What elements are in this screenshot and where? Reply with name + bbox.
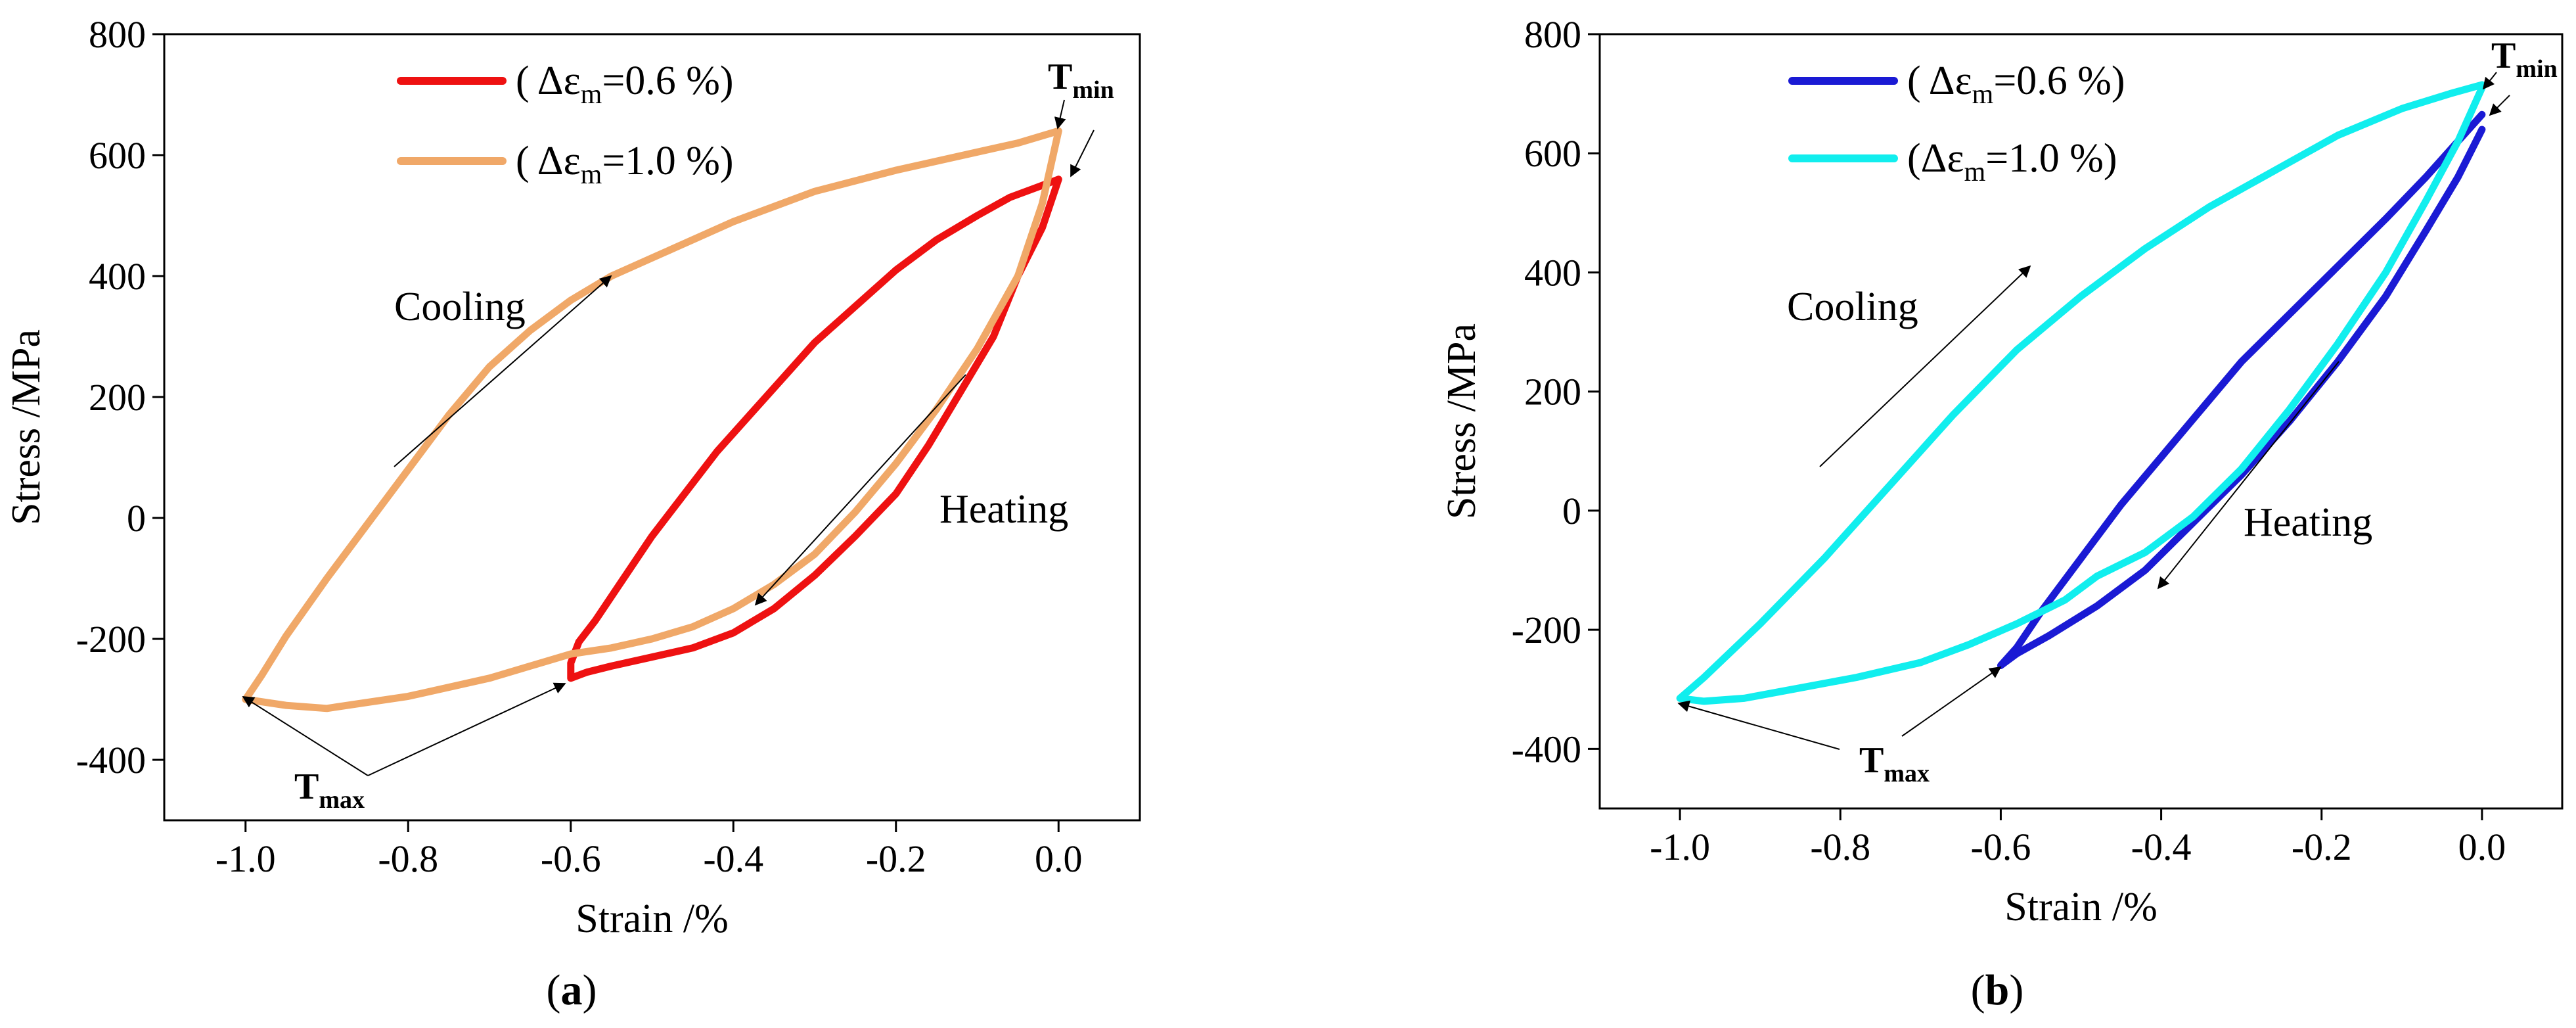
legend-label-0-main: ( Δε [516,58,581,103]
legend-label-1-main: (Δε [1907,136,1964,181]
tmin-label-sub: min [1072,76,1114,104]
legend-label-1-sub: m [1964,157,1986,187]
chart-panel-b: -1.0 -0.8 -0.6 -0.4 -0.2 0.0 -400 -200 0 200 400 60… [1439,13,2564,1014]
cooling-arrow [394,275,612,467]
x-tick-label: -0.2 [2292,826,2352,868]
plot-frame [163,33,1141,822]
x-tick-label: -0.8 [1810,826,1870,868]
x-tick-label: -0.6 [1971,826,2031,868]
panel-label-close: ) [583,966,597,1014]
tmax-label: Tmax [1859,740,1930,787]
x-tick-label: -0.2 [866,837,926,880]
y-tick-label: -200 [76,618,146,661]
cooling-annotation: Cooling [1787,285,1918,329]
legend-label-0-rest: =0.6 %) [602,58,733,103]
legend-label-1-sub: m [581,160,602,190]
tmax-label: Tmax [294,766,365,814]
y-tick-label: 0 [127,497,146,540]
tmax-label-sub: max [1884,760,1930,787]
y-tick-label: 0 [1562,490,1581,532]
tmin-label: Tmin [2491,35,2558,83]
x-tick-label: -0.4 [2131,826,2192,868]
y-tick-label: 400 [89,255,146,298]
tmax-label-main: T [294,766,319,807]
legend-label-1-rest: =1.0 %) [602,139,733,183]
tmax-arrow-1 [1901,666,2002,737]
y-tick-label: -400 [76,739,146,782]
series-line-1 [242,127,1062,713]
x-tick-label: 0.0 [2458,826,2506,868]
series-line-0 [1997,110,2486,669]
legend-label-1-rest: =1.0 %) [1985,136,2117,181]
tmin-label: Tmin [1048,57,1114,104]
legend-label-0-main: ( Δε [1907,58,1972,103]
tmin-label-main: T [2491,35,2516,76]
tmin-arrow-1 [1070,129,1095,177]
legend-label-1: (Δεm=1.0 %) [1907,136,2117,187]
legend-label-0: ( Δεm=0.6 %) [1907,58,2125,110]
legend-label-0-sub: m [581,80,602,110]
heating-annotation: Heating [939,487,1068,532]
legend-label-0: ( Δεm=0.6 %) [516,58,734,110]
panel-label: (b) [1971,966,2024,1014]
tmax-label-main: T [1859,740,1884,781]
heating-annotation: Heating [2244,500,2372,545]
x-axis-title: Strain /% [2004,885,2157,929]
x-tick-label: 0.0 [1035,837,1083,880]
panel-label: (a) [547,966,597,1014]
tmax-arrow-0 [1677,700,1840,750]
legend-label-1-main: ( Δε [516,139,581,183]
chart-panel-a: -1.0 -0.8 -0.6 -0.4 -0.2 0.0 -400 -200 0 200 400 60… [4,13,1141,1014]
x-axis-title: Strain /% [576,897,728,941]
y-tick-label: 200 [89,376,146,419]
tmin-label-main: T [1048,57,1072,97]
tmin-arrow-1 [2489,95,2510,116]
y-axis-title: Stress /MPa [1439,323,1484,519]
x-tick-label: -1.0 [1650,826,1710,868]
tmin-label-sub: min [2516,55,2557,83]
cooling-arrow [1819,265,2031,467]
tmin-arrow-0 [2482,72,2497,90]
panel-label-open: ( [547,966,561,1014]
y-tick-label: 200 [1524,371,1581,413]
series-line-0 [567,175,1062,682]
y-tick-label: 600 [1524,132,1581,175]
y-tick-label: -200 [1512,609,1581,651]
y-tick-label: 400 [1524,251,1581,294]
heating-arrow [754,374,966,606]
y-tick-label: 600 [89,134,146,177]
series-line-1 [1676,81,2486,705]
legend-label-1: ( Δεm=1.0 %) [516,139,734,190]
y-tick-label: 800 [89,13,146,56]
x-tick-label: -0.4 [703,837,763,880]
panel-label-letter: a [561,966,583,1014]
legend-label-0-rest: =0.6 %) [1993,58,2125,103]
y-tick-label: 800 [1524,13,1581,56]
heating-arrow [2157,361,2339,590]
panel-label-open: ( [1971,966,1985,1014]
tmax-arrow-0 [242,696,369,776]
panel-label-letter: b [1985,966,2010,1014]
tmax-arrow-1 [367,682,566,776]
legend-label-0-sub: m [1972,80,1994,110]
x-tick-label: -1.0 [215,837,276,880]
x-tick-label: -0.6 [541,837,601,880]
y-tick-label: -400 [1512,728,1581,770]
y-axis-title: Stress /MPa [4,329,49,525]
tmax-label-sub: max [319,786,365,814]
tmin-arrow-0 [1054,99,1066,129]
panel-label-close: ) [2009,966,2023,1014]
x-tick-label: -0.8 [378,837,438,880]
cooling-annotation: Cooling [394,285,526,329]
plot-frame [1598,33,2564,810]
